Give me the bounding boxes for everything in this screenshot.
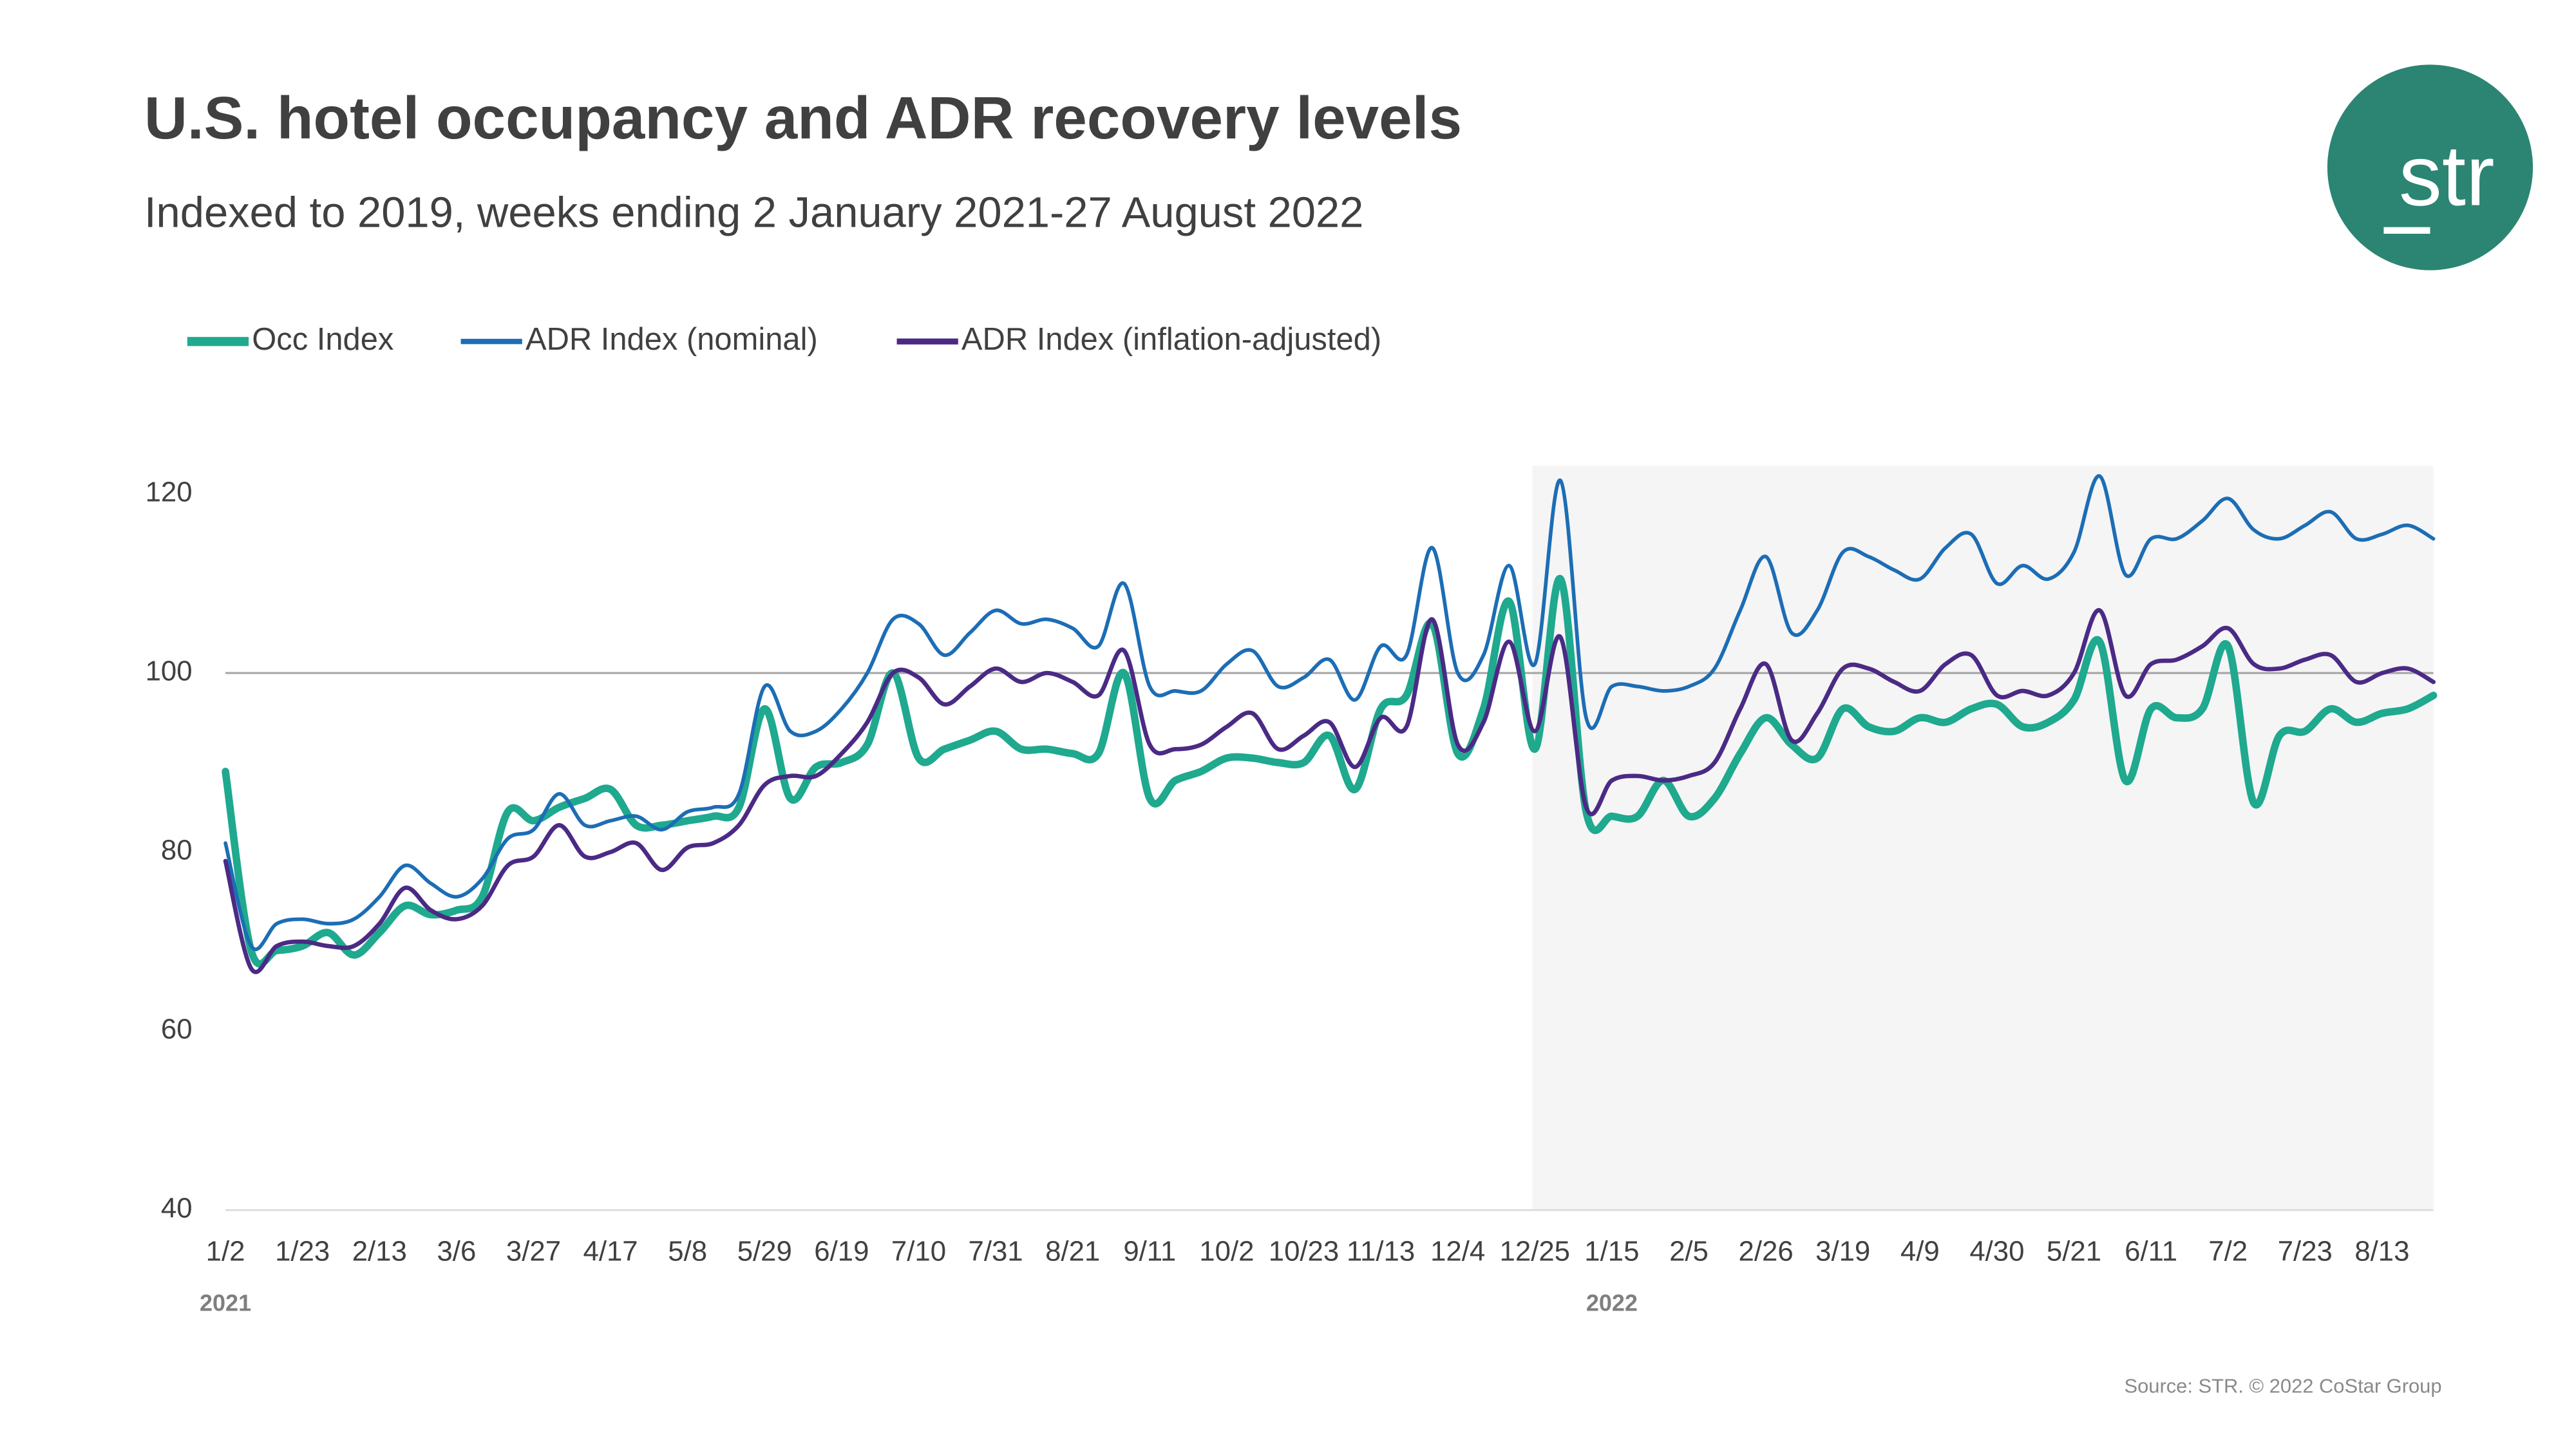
x-tick-label: 5/8 (668, 1236, 707, 1267)
x-tick-label: 7/31 (968, 1236, 1023, 1267)
y-tick-label: 80 (161, 835, 193, 866)
series-line (223, 608, 2436, 974)
x-tick-label: 8/13 (2354, 1236, 2409, 1267)
chart-subtitle: Indexed to 2019, weeks ending 2 January … (144, 188, 1363, 236)
x-tick-label: 7/23 (2278, 1236, 2333, 1267)
x-tick-label: 8/21 (1045, 1236, 1100, 1267)
x-tick-label: 3/6 (437, 1236, 476, 1267)
x-tick-label: 9/11 (1123, 1236, 1176, 1267)
series-line (223, 474, 2436, 951)
x-tick-label: 12/25 (1500, 1236, 1570, 1267)
source: Source: STR. © 2022 CoStar Group (2125, 1375, 2442, 1397)
logo-circle (2327, 64, 2533, 270)
x-tick-label: 2/5 (1669, 1236, 1709, 1267)
x-tick-label: 4/30 (1969, 1236, 2024, 1267)
chart-title: U.S. hotel occupancy and ADR recovery le… (144, 84, 1462, 151)
x-tick-label: 1/23 (275, 1236, 330, 1267)
legend-label: ADR Index (inflation-adjusted) (961, 322, 1381, 357)
x-tick-label: 12/4 (1430, 1236, 1485, 1267)
x-tick-label: 4/17 (583, 1236, 638, 1267)
x-tick-label: 1/15 (1584, 1236, 1639, 1267)
legend-label: ADR Index (nominal) (526, 322, 818, 357)
y-tick-label: 100 (146, 656, 193, 687)
x-tick-label: 6/11 (2125, 1236, 2177, 1267)
x-tick-label: 3/27 (506, 1236, 561, 1267)
x-tick-label: 2/13 (352, 1236, 407, 1267)
logo-text: str (2399, 128, 2495, 224)
x-tick-label: 5/29 (737, 1236, 792, 1267)
y-tick-label: 60 (161, 1014, 193, 1045)
series-line (222, 575, 2438, 968)
y-tick-label: 120 (146, 477, 193, 508)
x-tick-label: 4/9 (1900, 1236, 1940, 1267)
legend-label: Occ Index (252, 322, 393, 357)
y-tick-label: 40 (161, 1193, 193, 1224)
x-tick-label: 6/19 (814, 1236, 869, 1267)
year-label: 2022 (1586, 1289, 1638, 1316)
x-tick-label: 7/10 (891, 1236, 946, 1267)
logo-underline (2383, 227, 2430, 234)
x-tick-label: 3/19 (1815, 1236, 1870, 1267)
x-tick-label: 11/13 (1347, 1236, 1415, 1267)
x-tick-label: 7/2 (2208, 1236, 2248, 1267)
x-tick-label: 5/21 (2047, 1236, 2101, 1267)
x-tick-label: 10/2 (1199, 1236, 1254, 1267)
year-label: 2021 (200, 1289, 251, 1316)
x-tick-label: 2/26 (1739, 1236, 1794, 1267)
shaded-region (1532, 466, 2434, 1211)
x-tick-label: 1/2 (206, 1236, 245, 1267)
x-tick-label: 10/23 (1269, 1236, 1339, 1267)
